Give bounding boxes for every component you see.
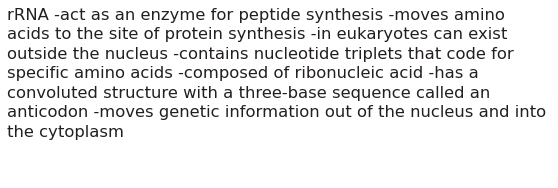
- Text: rRNA -act as an enzyme for peptide synthesis -moves amino
acids to the site of p: rRNA -act as an enzyme for peptide synth…: [7, 8, 546, 140]
